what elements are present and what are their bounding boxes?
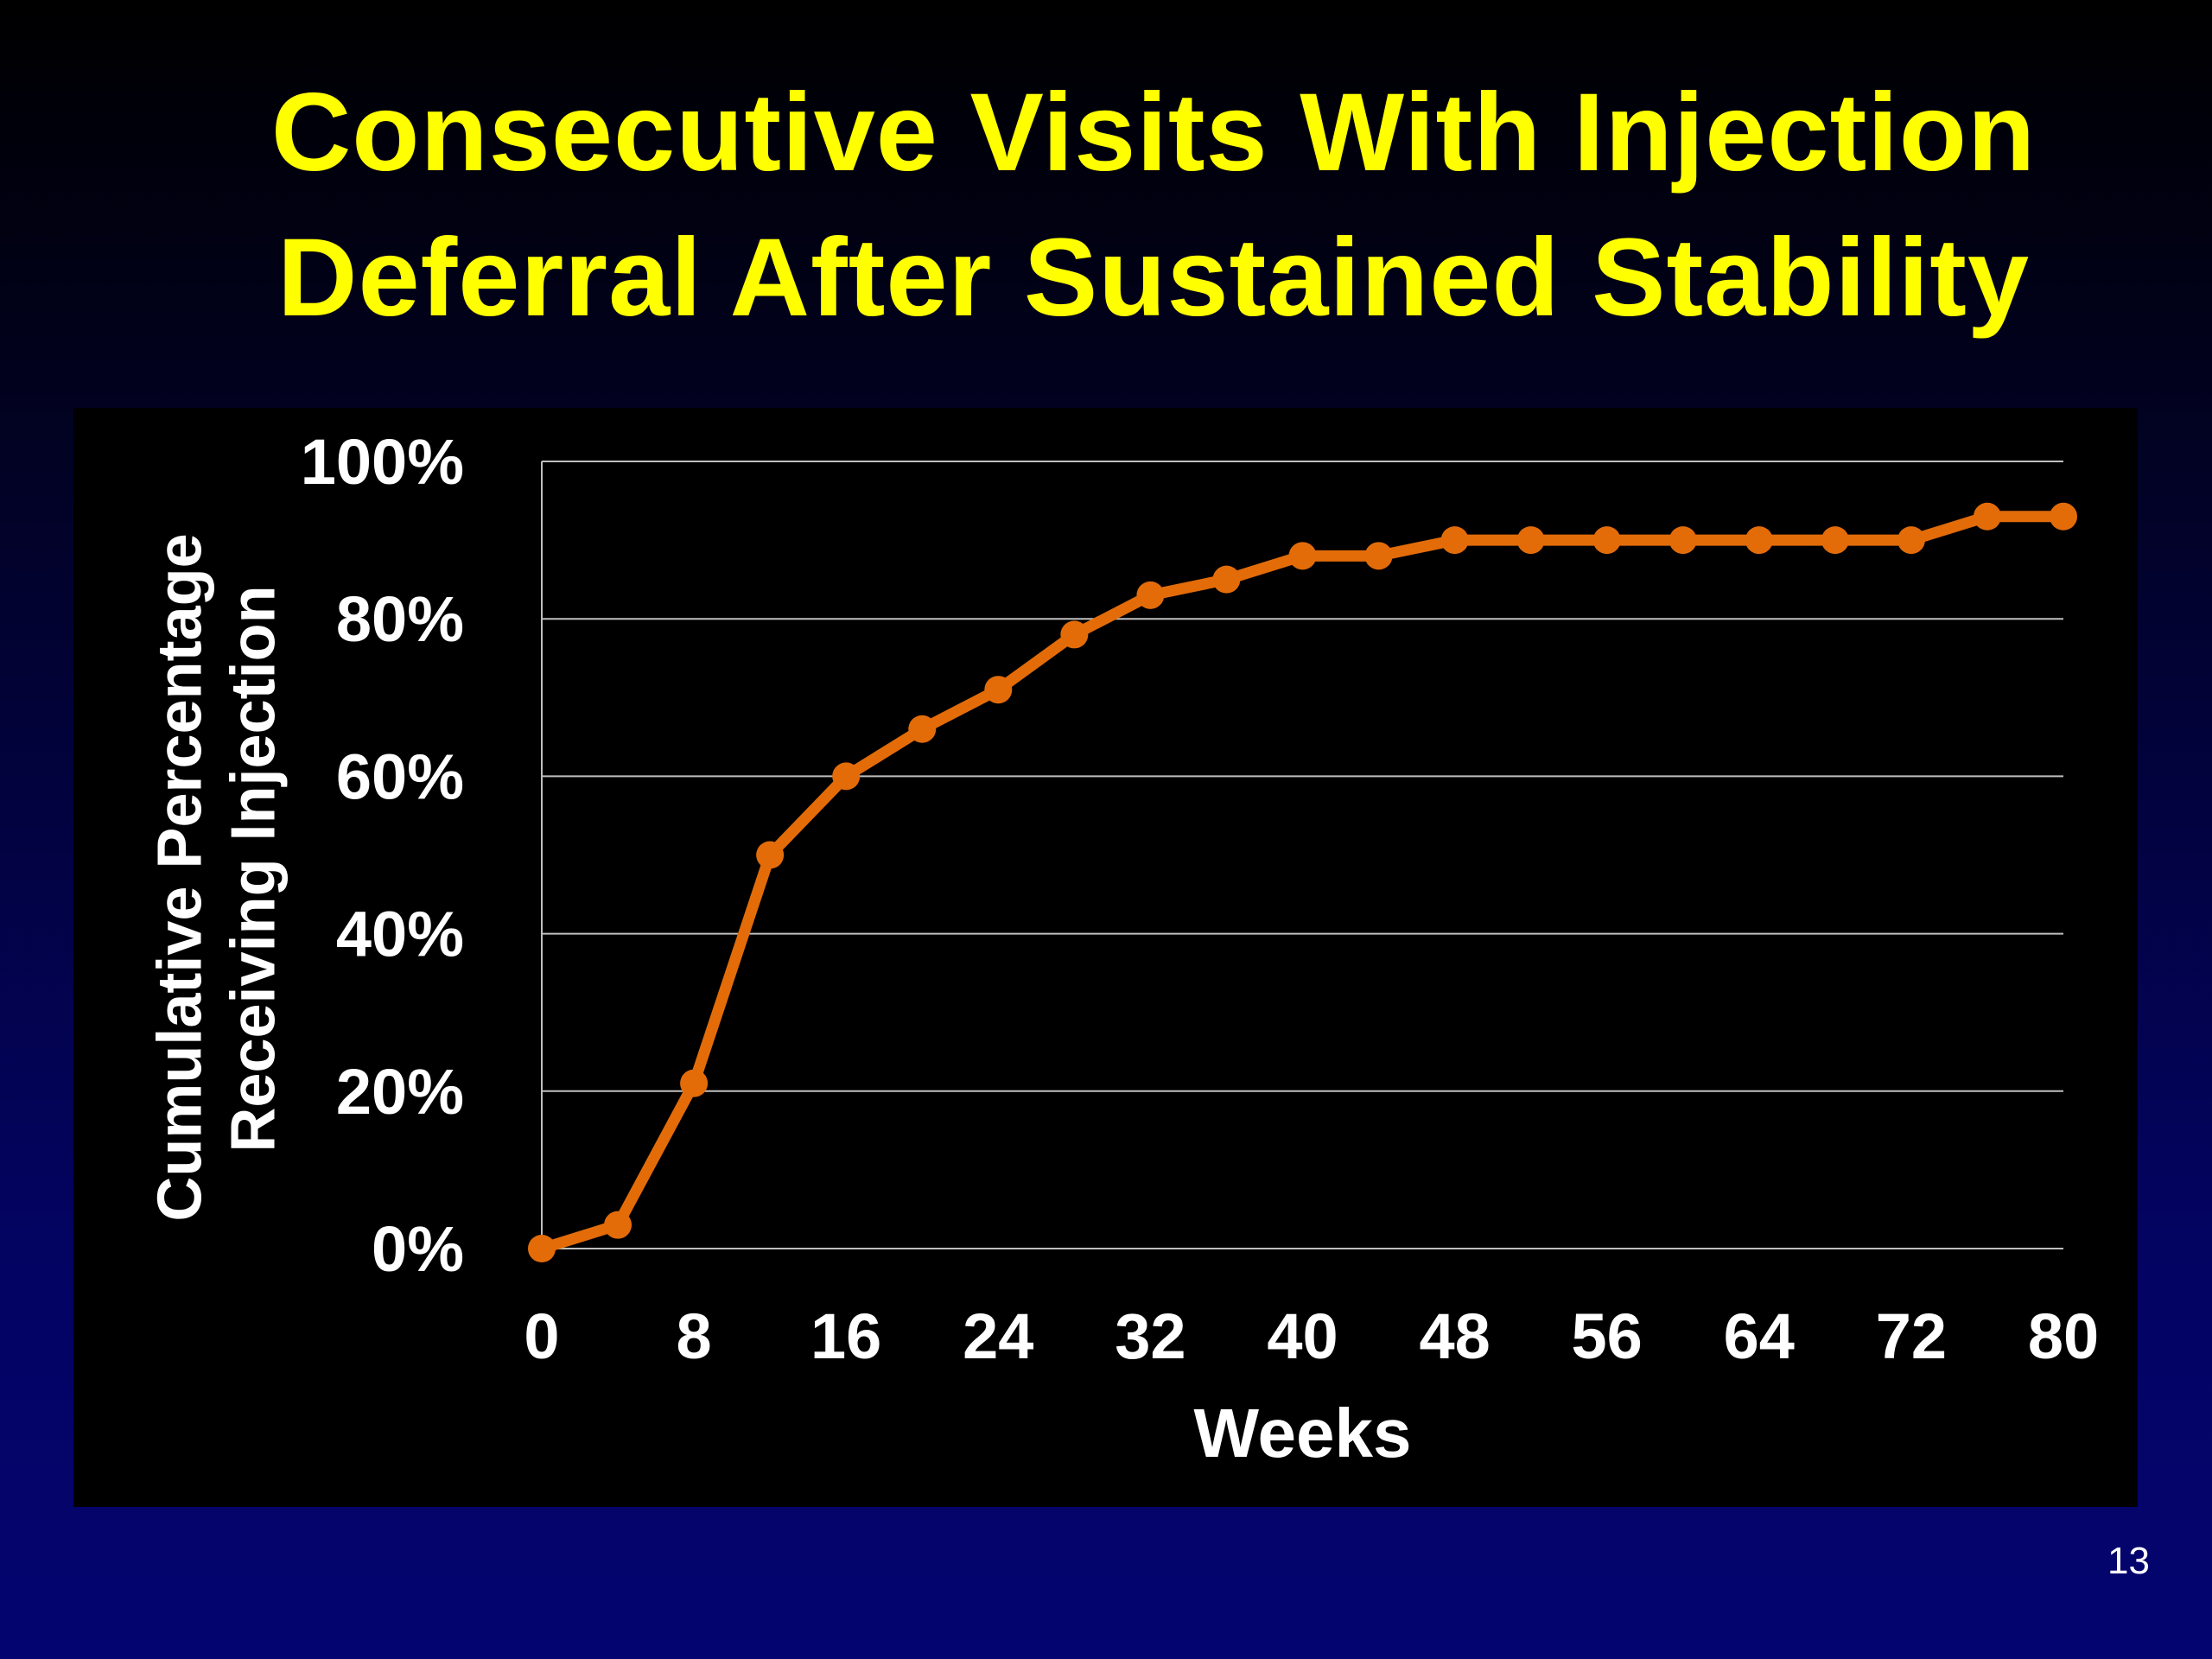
- x-tick-label: 0: [524, 1300, 559, 1372]
- x-axis-title: Weeks: [1193, 1395, 1411, 1471]
- data-point: [1364, 542, 1393, 570]
- y-tick-label: 60%: [336, 741, 464, 812]
- x-tick-label: 72: [1876, 1300, 1947, 1372]
- data-point: [756, 841, 785, 869]
- x-tick-label: 80: [2028, 1300, 2099, 1372]
- series-layer: [528, 502, 2077, 1262]
- x-tick-label: 32: [1115, 1300, 1185, 1372]
- data-point: [832, 762, 861, 791]
- y-tick-label: 20%: [336, 1056, 464, 1128]
- x-tick-labels: 0 8 16 24 32 40 48 56 64 72 80: [524, 1300, 2099, 1372]
- x-tick-label: 16: [810, 1300, 881, 1372]
- data-point: [1897, 526, 1925, 555]
- x-tick-label: 24: [963, 1300, 1033, 1372]
- y-tick-label: 80%: [336, 583, 464, 655]
- x-tick-label: 64: [1724, 1300, 1795, 1372]
- y-tick-label: 100%: [301, 426, 464, 498]
- data-point: [1592, 526, 1621, 555]
- x-tick-label: 48: [1419, 1300, 1490, 1372]
- data-point: [604, 1211, 632, 1239]
- data-point: [1288, 542, 1317, 570]
- series-line: [536, 511, 2069, 1255]
- y-axis-title-line-2: Receiving Injection: [219, 585, 289, 1152]
- slide-title-line-2: Deferral After Sustained Stability: [277, 216, 2030, 340]
- data-point: [1136, 581, 1165, 609]
- y-tick-labels: 0% 20% 40% 60% 80% 100%: [301, 426, 464, 1285]
- data-point: [1060, 620, 1089, 649]
- data-point: [1973, 502, 2001, 531]
- data-point: [528, 1235, 556, 1262]
- data-point: [680, 1069, 709, 1097]
- slide-title: Consecutive Visits With Injection Deferr…: [0, 60, 2212, 351]
- data-point: [908, 715, 937, 743]
- y-tick-label: 40%: [336, 899, 464, 970]
- page-number: 13: [2107, 1540, 2150, 1582]
- data-point: [1516, 526, 1545, 555]
- data-point: [1745, 526, 1773, 555]
- x-tick-label: 8: [677, 1300, 712, 1372]
- data-point: [1821, 526, 1849, 555]
- x-tick-label: 40: [1267, 1300, 1338, 1372]
- y-axis-title: Cumulative Percentage Receiving Injectio…: [146, 516, 289, 1221]
- x-tick-label: 56: [1572, 1300, 1643, 1372]
- line-chart: 0%20%40%60%80%100% 0 8 16 24 32 40 48 56 64 72 80 …: [146, 426, 2100, 1471]
- data-point: [2050, 502, 2077, 531]
- y-axis-title-line-1: Cumulative Percentage: [146, 533, 215, 1221]
- data-point: [1440, 526, 1469, 555]
- slide-title-line-1: Consecutive Visits With Injection: [270, 71, 2037, 194]
- data-point: [1212, 565, 1241, 594]
- data-point: [1669, 526, 1697, 555]
- y-tick-label: 0%: [372, 1213, 464, 1285]
- data-point: [984, 676, 1013, 704]
- chart-panel: [73, 408, 2138, 1507]
- gridlines: [542, 461, 2063, 1249]
